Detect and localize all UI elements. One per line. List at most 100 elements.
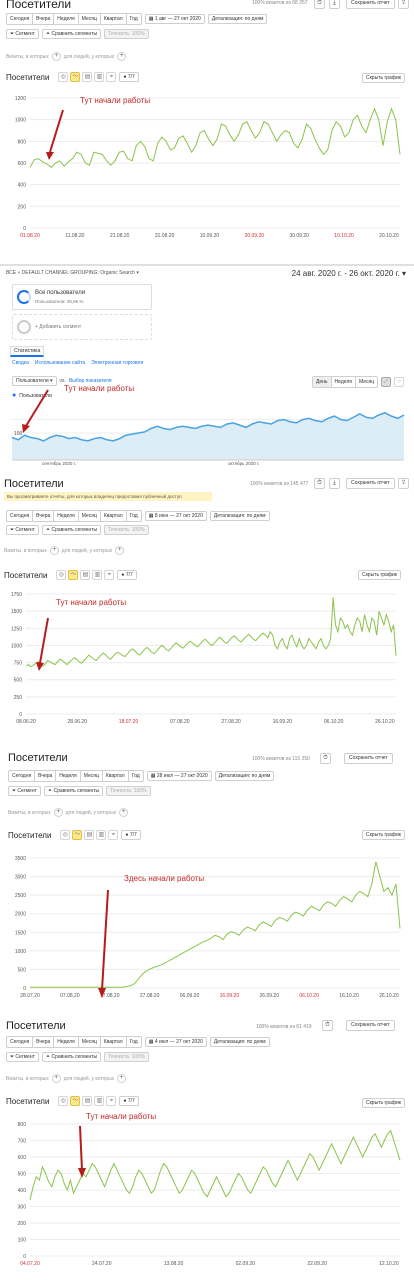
detail-select[interactable]: Детализация: по дням bbox=[207, 14, 268, 24]
accuracy-select[interactable]: Точность: 100% bbox=[104, 1052, 149, 1062]
subtab-usage[interactable]: Использование сайта bbox=[34, 360, 86, 366]
bar-chart-icon[interactable]: ▥ bbox=[94, 72, 105, 82]
add-people-filter-button[interactable]: + bbox=[117, 1074, 127, 1083]
granularity-day[interactable]: День bbox=[313, 377, 332, 387]
auto-chart-icon[interactable]: ◎ bbox=[58, 72, 69, 82]
period-quarter[interactable]: Квартал bbox=[101, 14, 127, 24]
line-chart-icon[interactable]: 〜 bbox=[68, 570, 79, 580]
metric-select[interactable]: Пользователи ▾ bbox=[12, 376, 57, 386]
series-count-select[interactable]: ● 7/7 bbox=[121, 830, 141, 840]
period-month[interactable]: Месяц bbox=[79, 511, 101, 521]
line-chart-icon[interactable]: 〜 bbox=[70, 1096, 81, 1106]
area-chart-icon[interactable]: ▤ bbox=[82, 72, 93, 82]
auto-chart-icon[interactable]: ◎ bbox=[58, 1096, 69, 1106]
date-range-picker[interactable]: ▦ 8 июн — 27 окт 2020 bbox=[144, 511, 207, 521]
accuracy-select[interactable]: Точность: 100% bbox=[106, 786, 151, 796]
period-quarter[interactable]: Квартал bbox=[101, 1037, 127, 1047]
bar-chart-icon[interactable]: ▥ bbox=[92, 570, 103, 580]
map-pin-icon[interactable]: ⌖ bbox=[106, 72, 117, 82]
save-report-button[interactable]: Сохранить отчет bbox=[346, 478, 395, 489]
area-chart-icon[interactable]: ▤ bbox=[82, 1096, 93, 1106]
share-icon[interactable]: ⇪ bbox=[398, 0, 409, 9]
period-today[interactable]: Сегодня bbox=[9, 771, 36, 781]
period-quarter[interactable]: Квартал bbox=[101, 511, 127, 521]
line-chart-toggle-icon[interactable]: ⟋ bbox=[381, 377, 392, 387]
compare-segments-button[interactable]: ⚭ Сравнить сегменты bbox=[41, 29, 102, 39]
download-icon[interactable]: ⤓ bbox=[329, 0, 340, 9]
period-quarter[interactable]: Квартал bbox=[103, 771, 129, 781]
detail-select[interactable]: Детализация: по дням bbox=[209, 1037, 270, 1047]
map-pin-icon[interactable]: ⌖ bbox=[108, 830, 119, 840]
tab-statistics[interactable]: Статистика bbox=[10, 346, 45, 357]
detail-select[interactable]: Детализация: по дням bbox=[214, 771, 275, 781]
subtab-summary[interactable]: Сводка bbox=[12, 360, 29, 366]
timer-icon[interactable]: ⏱ bbox=[320, 753, 331, 764]
accuracy-select[interactable]: Точность: 100% bbox=[104, 525, 149, 535]
hide-chart-button[interactable]: Скрыть график bbox=[362, 1098, 405, 1108]
share-icon[interactable]: ⇪ bbox=[398, 478, 409, 489]
period-yesterday[interactable]: Вчера bbox=[35, 771, 57, 781]
granularity-week[interactable]: Неделя bbox=[332, 377, 356, 387]
period-month[interactable]: Месяц bbox=[81, 771, 103, 781]
map-pin-icon[interactable]: ⌖ bbox=[106, 1096, 117, 1106]
segment-button[interactable]: ⏷ Сегмент bbox=[6, 1052, 39, 1062]
visitors-series-line[interactable] bbox=[29, 107, 401, 168]
save-report-button[interactable]: Сохранить отчет bbox=[346, 1020, 395, 1031]
period-month[interactable]: Месяц bbox=[79, 1037, 101, 1047]
timer-icon[interactable]: ⏱ bbox=[314, 478, 325, 489]
add-visits-filter-button[interactable]: + bbox=[49, 546, 59, 555]
period-today[interactable]: Сегодня bbox=[7, 14, 34, 24]
period-yesterday[interactable]: Вчера bbox=[33, 511, 55, 521]
segment-button[interactable]: ⏷ Сегмент bbox=[8, 786, 41, 796]
period-today[interactable]: Сегодня bbox=[7, 511, 34, 521]
segment-all-users[interactable]: Все пользователи Пользователи: 30,86 % bbox=[12, 284, 152, 310]
period-year[interactable]: Год bbox=[131, 773, 140, 779]
timer-icon[interactable]: ⏱ bbox=[322, 1020, 333, 1031]
pick-metric-link[interactable]: Выбор показателя bbox=[68, 378, 112, 384]
map-pin-icon[interactable]: ⌖ bbox=[104, 570, 115, 580]
compare-segments-button[interactable]: ⚭ Сравнить сегменты bbox=[41, 525, 102, 535]
compare-segments-button[interactable]: ⚭ Сравнить сегменты bbox=[41, 1052, 102, 1062]
add-people-filter-button[interactable]: + bbox=[117, 52, 127, 61]
bar-chart-icon[interactable]: ▥ bbox=[96, 830, 107, 840]
add-segment-box[interactable]: + Добавить сегмент bbox=[12, 314, 152, 340]
users-series-line[interactable] bbox=[11, 411, 405, 442]
add-visits-filter-button[interactable]: + bbox=[51, 1074, 61, 1083]
period-week[interactable]: Неделя bbox=[56, 771, 81, 781]
add-people-filter-button[interactable]: + bbox=[119, 808, 129, 817]
compare-segments-button[interactable]: ⚭ Сравнить сегменты bbox=[43, 786, 104, 796]
download-icon[interactable]: ⤓ bbox=[329, 478, 340, 489]
line-chart-icon[interactable]: 〜 bbox=[72, 830, 83, 840]
timer-icon[interactable]: ⏱ bbox=[314, 0, 325, 9]
hide-chart-button[interactable]: Скрыть график bbox=[358, 570, 401, 580]
add-visits-filter-button[interactable]: + bbox=[51, 52, 61, 61]
visitors-series-line[interactable] bbox=[30, 861, 401, 988]
subtab-ecommerce[interactable]: Электронная торговля bbox=[91, 360, 144, 366]
period-yesterday[interactable]: Вчера bbox=[33, 14, 55, 24]
segment-button[interactable]: ⏷ Сегмент bbox=[6, 525, 39, 535]
dots-chart-toggle-icon[interactable]: ⁘ bbox=[394, 377, 405, 387]
series-count-select[interactable]: ● 7/7 bbox=[119, 72, 139, 82]
period-yesterday[interactable]: Вчера bbox=[33, 1037, 55, 1047]
hide-chart-button[interactable]: Скрыть график bbox=[362, 73, 405, 83]
ga-date-range[interactable]: 24 авг. 2020 г. - 26 окт. 2020 г. ▾ bbox=[292, 269, 406, 278]
series-count-select[interactable]: ● 7/7 bbox=[119, 1096, 139, 1106]
series-count-select[interactable]: ● 7/7 bbox=[117, 570, 137, 580]
date-range-picker[interactable]: ▦ 28 июл — 27 окт 2020 bbox=[146, 771, 212, 781]
granularity-month[interactable]: Месяц bbox=[359, 379, 375, 385]
area-chart-icon[interactable]: ▤ bbox=[84, 830, 95, 840]
hide-chart-button[interactable]: Скрыть график bbox=[362, 830, 405, 840]
chevron-down-icon[interactable]: ▾ bbox=[136, 270, 139, 276]
period-week[interactable]: Неделя bbox=[54, 1037, 79, 1047]
save-report-button[interactable]: Сохранить отчет bbox=[344, 753, 393, 764]
period-year[interactable]: Год bbox=[129, 1039, 138, 1045]
period-month[interactable]: Месяц bbox=[79, 14, 101, 24]
period-week[interactable]: Неделя bbox=[54, 14, 79, 24]
detail-select[interactable]: Детализация: по дням bbox=[209, 511, 270, 521]
visitors-series-line[interactable] bbox=[29, 1129, 401, 1201]
auto-chart-icon[interactable]: ◎ bbox=[56, 570, 67, 580]
period-year[interactable]: Год bbox=[129, 16, 138, 22]
add-visits-filter-button[interactable]: + bbox=[53, 808, 63, 817]
date-range-picker[interactable]: ▦ 1 авг — 27 окт 2020 bbox=[144, 14, 205, 24]
line-chart-icon[interactable]: 〜 bbox=[70, 72, 81, 82]
